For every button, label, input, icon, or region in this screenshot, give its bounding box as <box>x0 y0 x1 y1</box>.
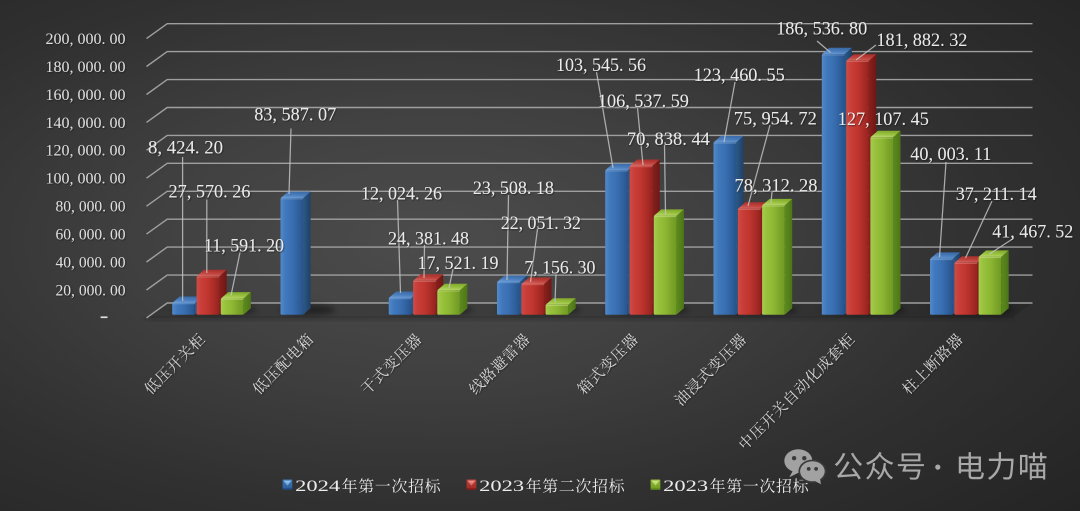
svg-text:17, 521. 19: 17, 521. 19 <box>418 253 499 274</box>
svg-text:120, 000. 00: 120, 000. 00 <box>46 143 126 160</box>
svg-text:2023: 2023 <box>663 476 708 495</box>
svg-text:27, 570. 26: 27, 570. 26 <box>169 182 251 203</box>
svg-text:78, 312. 28: 78, 312. 28 <box>735 176 818 197</box>
svg-text:160, 000. 00: 160, 000. 00 <box>46 87 126 104</box>
svg-text:200, 000. 00: 200, 000. 00 <box>46 31 126 48</box>
svg-text:80, 000. 00: 80, 000. 00 <box>56 199 126 216</box>
svg-text:70, 838. 44: 70, 838. 44 <box>627 129 711 150</box>
svg-text:60, 000. 00: 60, 000. 00 <box>56 227 126 244</box>
svg-text:106, 537. 59: 106, 537. 59 <box>598 91 689 112</box>
svg-text:24, 381. 48: 24, 381. 48 <box>388 228 469 249</box>
svg-text:37, 211. 14: 37, 211. 14 <box>956 184 1038 205</box>
svg-text:23, 508. 18: 23, 508. 18 <box>473 178 554 199</box>
svg-text:181, 882. 32: 181, 882. 32 <box>876 30 967 51</box>
svg-text:20, 000. 00: 20, 000. 00 <box>56 282 126 299</box>
svg-text:8, 424. 20: 8, 424. 20 <box>148 138 223 159</box>
svg-text:186, 536. 80: 186, 536. 80 <box>776 18 867 39</box>
svg-text:140, 000. 00: 140, 000. 00 <box>46 115 126 132</box>
svg-text:123, 460. 55: 123, 460. 55 <box>694 65 785 86</box>
svg-text:2023: 2023 <box>479 476 524 495</box>
svg-text:22, 051. 32: 22, 051. 32 <box>501 213 581 234</box>
svg-text:41, 467. 52: 41, 467. 52 <box>992 222 1073 243</box>
svg-text:180, 000. 00: 180, 000. 00 <box>46 59 126 76</box>
svg-text:75, 954. 72: 75, 954. 72 <box>734 109 817 130</box>
svg-text:40, 000. 00: 40, 000. 00 <box>56 254 126 271</box>
svg-text:2024: 2024 <box>295 476 340 495</box>
svg-text:127, 107. 45: 127, 107. 45 <box>838 109 929 130</box>
svg-text:11, 591. 20: 11, 591. 20 <box>204 235 284 256</box>
svg-text:7, 156. 30: 7, 156. 30 <box>524 258 595 279</box>
svg-text:103, 545. 56: 103, 545. 56 <box>556 55 646 76</box>
svg-text:12, 024. 26: 12, 024. 26 <box>361 183 442 204</box>
svg-text:40, 003. 11: 40, 003. 11 <box>910 144 991 165</box>
svg-text:83, 587. 07: 83, 587. 07 <box>254 105 336 126</box>
svg-text:100, 000. 00: 100, 000. 00 <box>46 171 126 188</box>
